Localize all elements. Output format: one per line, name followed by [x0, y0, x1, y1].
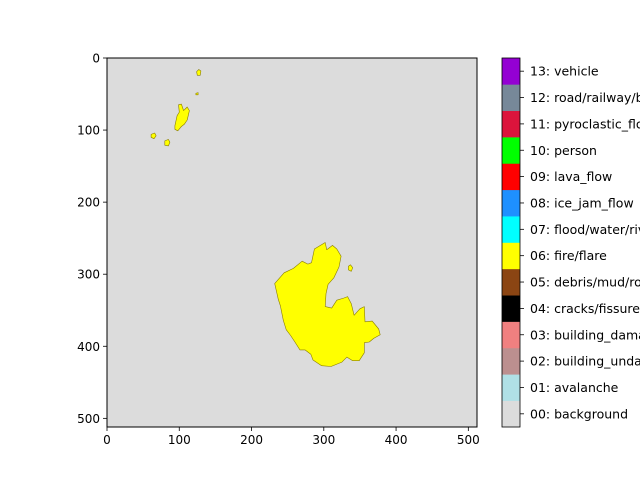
- colorbar-swatch: [502, 163, 520, 191]
- colorbar-swatch: [502, 216, 520, 243]
- colorbar-swatch: [502, 110, 520, 138]
- colorbar-swatch: [502, 137, 520, 164]
- x-tick-label: 100: [168, 433, 191, 447]
- x-tick-label: 500: [457, 433, 480, 447]
- colorbar-label: 03: building_damaged: [530, 327, 640, 342]
- y-tick-label: 200: [77, 196, 100, 210]
- colorbar-swatch: [502, 295, 520, 322]
- colorbar-label: 01: avalanche: [530, 380, 619, 395]
- colorbar-label: 02: building_undamaged: [530, 354, 640, 369]
- x-tick-label: 400: [385, 433, 408, 447]
- y-tick-label: 100: [77, 124, 100, 138]
- colorbar-label: 10: person: [530, 143, 597, 158]
- y-tick-label: 300: [77, 268, 100, 282]
- colorbar: 00: background 01: avalanche 02: building_…: [501, 57, 640, 428]
- fire-region-large: [274, 242, 381, 367]
- colorbar-label: 12: road/railway/bridge: [530, 90, 640, 105]
- colorbar-label: 07: flood/water/river/sea: [530, 222, 640, 237]
- fire-region-small-4: [348, 264, 354, 272]
- colorbar-swatch: [502, 374, 520, 401]
- colorbar-label: 05: debris/mud/rock_flow: [530, 275, 640, 290]
- colorbar-label: 09: lava_flow: [530, 169, 612, 184]
- x-tick-label: 300: [312, 433, 335, 447]
- colorbar-swatch: [502, 268, 520, 296]
- image-background: [107, 58, 477, 427]
- colorbar-swatch: [502, 321, 520, 349]
- y-axis: 0 100 200 300 400 500: [77, 52, 107, 426]
- y-tick-label: 400: [77, 340, 100, 354]
- colorbar-swatch: [502, 58, 520, 85]
- x-axis: 0 100 200 300 400 500: [103, 427, 480, 447]
- colorbar-swatch: [502, 400, 520, 428]
- colorbar-frame: [501, 57, 521, 428]
- colorbar-label: 13: vehicle: [530, 64, 599, 79]
- fire-region-small-3: [150, 132, 157, 139]
- x-tick-label: 0: [103, 433, 111, 447]
- mask-layer: [150, 69, 381, 367]
- y-tick-label: 500: [77, 412, 100, 426]
- plot-area: [106, 57, 478, 428]
- fire-region-small-2: [164, 139, 171, 147]
- y-tick-label: 0: [92, 52, 100, 66]
- colorbar-label: 00: background: [530, 406, 628, 421]
- plot-frame: [106, 57, 478, 428]
- colorbar-label: 04: cracks/fissure: [530, 301, 640, 316]
- colorbar-swatch: [502, 189, 520, 217]
- colorbar-swatch: [502, 84, 520, 112]
- colorbar-swatch: [502, 242, 520, 270]
- colorbar-swatch: [502, 347, 520, 375]
- colorbar-label: 06: fire/flare: [530, 248, 607, 263]
- fire-region-dot: [195, 92, 199, 96]
- x-tick-label: 200: [240, 433, 263, 447]
- fire-region-small-1: [196, 69, 202, 76]
- colorbar-label: 08: ice_jam_flow: [530, 195, 634, 210]
- fire-region-medium: [174, 103, 190, 132]
- colorbar-label: 11: pyroclastic_flow: [530, 116, 640, 131]
